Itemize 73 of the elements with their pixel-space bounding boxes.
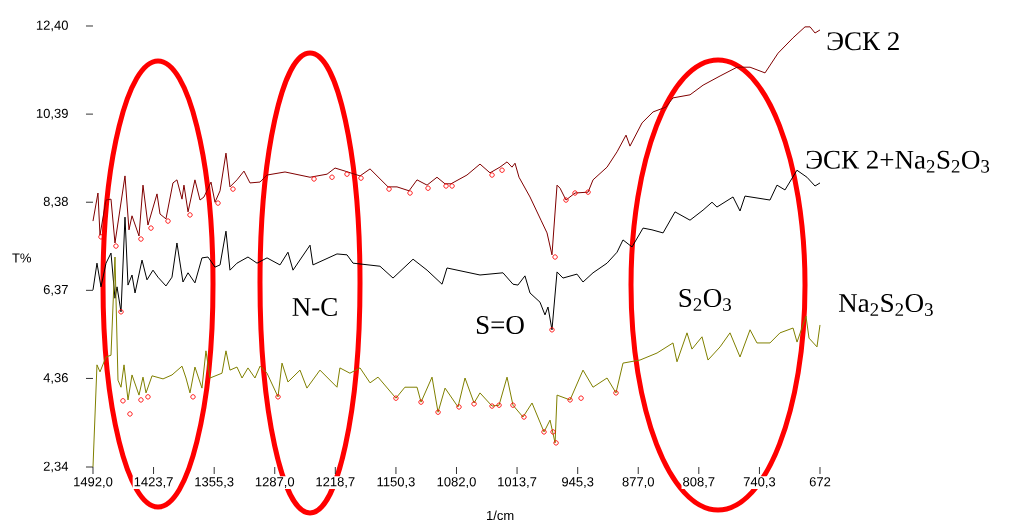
point — [138, 397, 144, 403]
point — [489, 172, 495, 178]
point — [187, 212, 193, 218]
annotation: S=O — [476, 315, 524, 335]
x-tick-label: 1013,7 — [498, 477, 537, 488]
y-tick-label: 12,40 — [36, 20, 68, 32]
x-tick-label: 1423,7 — [134, 477, 173, 488]
point — [578, 395, 584, 401]
point — [572, 190, 578, 196]
point — [358, 175, 364, 181]
series-label: Na$_{2}$S$_{2}$O$_{3}$ — [838, 293, 933, 316]
point — [563, 197, 569, 203]
point — [120, 398, 126, 404]
x-tick-label: 1150,3 — [377, 477, 415, 488]
point — [496, 402, 502, 408]
series-label: ЭСК 2+Na$_{2}$S$_{2}$O$_{3}$ — [806, 150, 990, 173]
point — [145, 394, 151, 400]
point — [435, 409, 441, 415]
point — [552, 254, 558, 260]
point — [553, 440, 559, 446]
point — [407, 190, 413, 196]
point — [510, 402, 516, 408]
point — [549, 327, 555, 333]
x-axis-title: 1/cm — [487, 510, 514, 521]
y-tick-label: 4,36 — [43, 373, 68, 384]
point — [393, 395, 399, 401]
point — [471, 401, 477, 407]
x-tick-label: 1355,3 — [195, 477, 234, 488]
y-tick-label: 8,38 — [43, 196, 68, 208]
point — [329, 174, 335, 180]
x-tick-label: 740,3 — [743, 477, 776, 488]
y-axis-title: T% — [12, 253, 32, 263]
point — [550, 429, 556, 435]
point — [425, 185, 431, 191]
point — [443, 183, 449, 189]
x-tick-label: 1218,7 — [316, 477, 355, 488]
point — [165, 218, 171, 224]
point — [541, 429, 547, 435]
point — [127, 411, 133, 417]
x-tick-label: 945,3 — [562, 477, 594, 488]
point — [118, 309, 124, 315]
point — [489, 403, 495, 409]
y-tick-label: 6,37 — [43, 284, 68, 296]
series-label: ЭСК 2 — [827, 32, 899, 51]
point — [275, 394, 281, 400]
line-series — [92, 256, 821, 468]
point — [499, 167, 505, 173]
point — [215, 200, 221, 206]
point — [386, 186, 392, 192]
x-tick-label: 1287,0 — [255, 477, 295, 488]
x-tick-label: 672 — [809, 477, 831, 487]
point — [190, 394, 196, 400]
point — [613, 390, 619, 396]
annotation: N-C — [292, 297, 337, 317]
point — [138, 236, 144, 242]
point — [521, 414, 527, 420]
point — [567, 397, 573, 403]
point — [585, 189, 591, 195]
y-tick-label: 10,39 — [36, 108, 68, 120]
point — [311, 176, 317, 182]
point — [230, 186, 236, 192]
annotation: S$_{2}$O$_{3}$ — [679, 288, 731, 312]
x-tick-label: 1492,0 — [74, 477, 113, 488]
point — [449, 183, 455, 189]
point — [148, 225, 154, 231]
x-tick-label: 877,0 — [622, 477, 654, 488]
x-tick-label: 1082,0 — [437, 477, 476, 488]
y-tick-label: 2,34 — [43, 461, 69, 473]
point — [113, 243, 119, 249]
point — [456, 404, 462, 410]
point — [344, 171, 350, 177]
x-tick-label: 808,7 — [683, 477, 715, 488]
point — [418, 399, 424, 405]
